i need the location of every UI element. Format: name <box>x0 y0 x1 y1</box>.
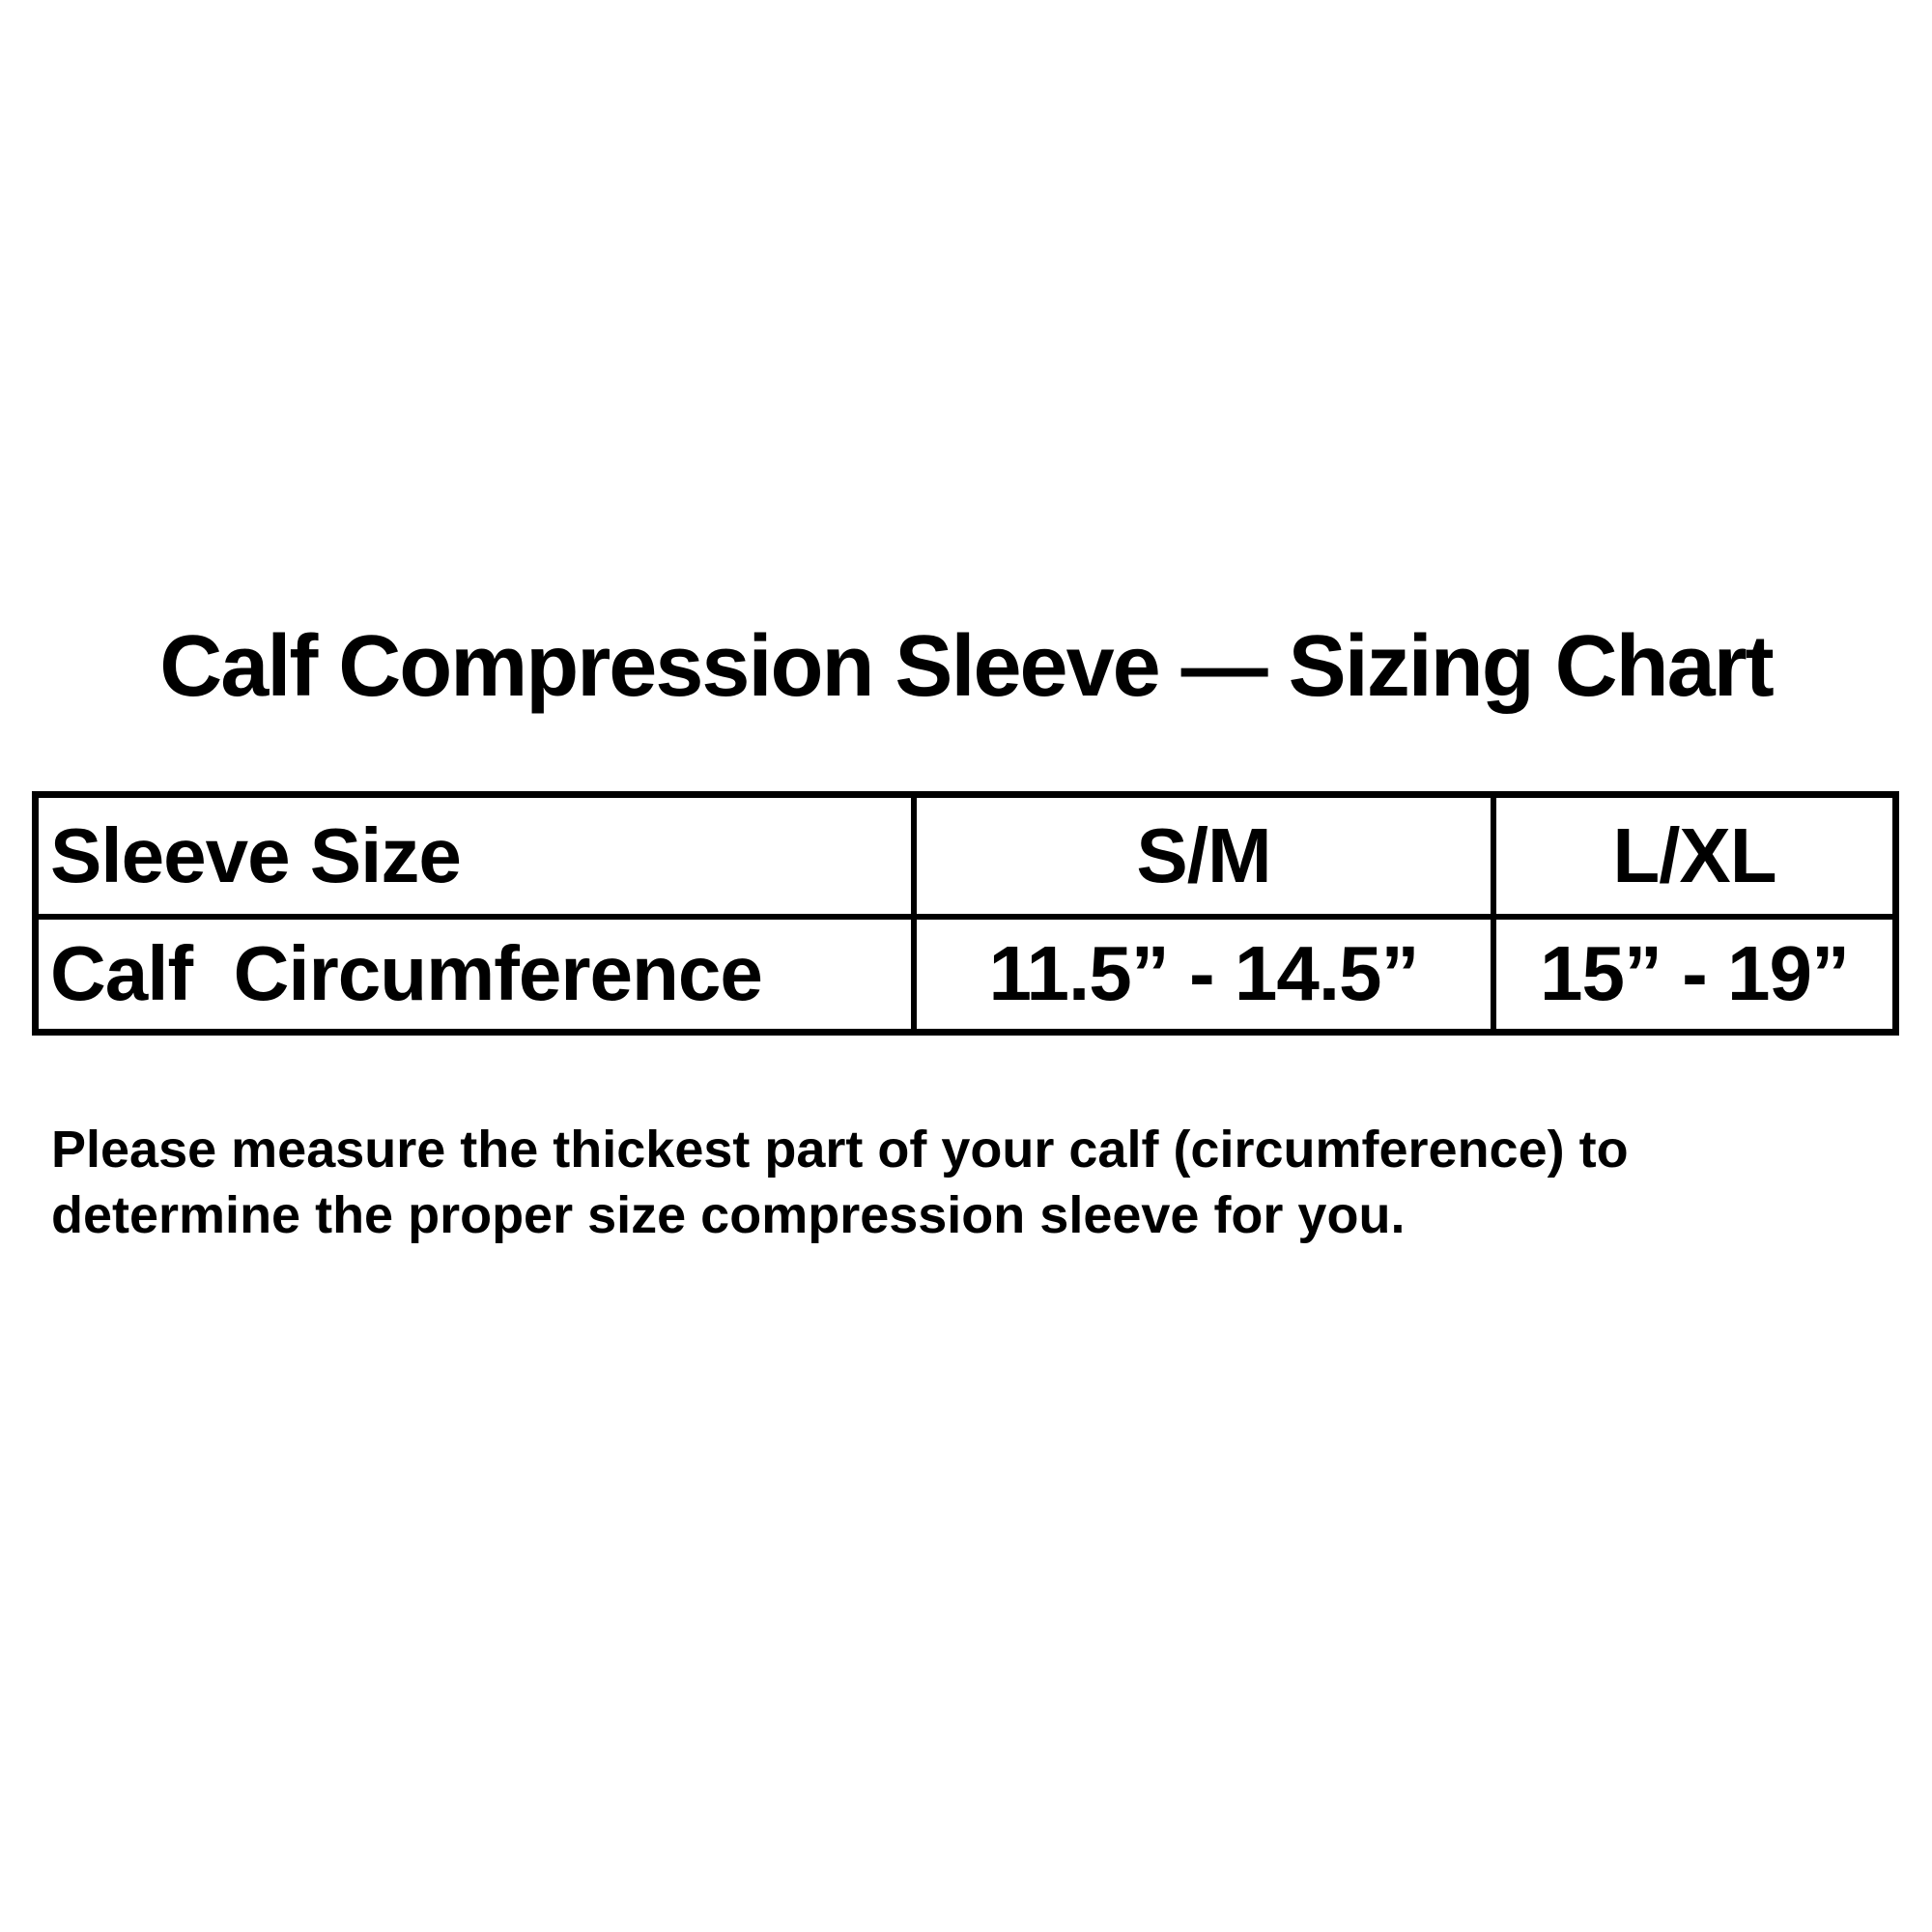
lxl-range-cell: 15” - 19” <box>1491 913 1892 1029</box>
note-line-2: determine the proper size compression sl… <box>51 1186 1406 1244</box>
sleeve-size-label-cell: Sleeve Size <box>50 811 462 898</box>
sizing-table: Sleeve Size S/M L/XL Calf Circumference … <box>32 791 1899 1036</box>
size-lxl-cell: L/XL <box>1491 798 1892 914</box>
calf-circumference-label-cell: Calf Circumference <box>39 913 911 1030</box>
size-sm-cell: S/M <box>911 798 1491 914</box>
note-line-1: Please measure the thickest part of your… <box>51 1121 1629 1179</box>
page-title: Calf Compression Sleeve — Sizing Chart <box>159 618 1774 715</box>
sm-range-cell: 11.5” - 14.5” <box>911 913 1491 1029</box>
note-paragraph: Please measure the thickest part of your… <box>51 1117 1887 1248</box>
